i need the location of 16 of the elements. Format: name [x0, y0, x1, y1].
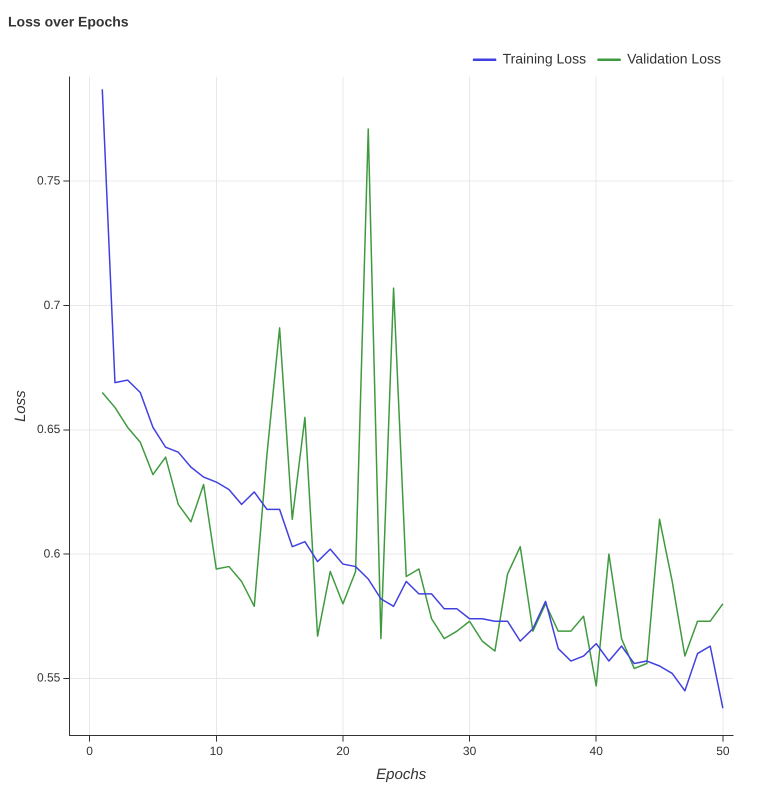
y-tick-label: 0.7	[44, 298, 61, 312]
x-tick-label: 20	[336, 744, 350, 758]
x-tick-label: 0	[86, 744, 94, 758]
x-tick-label: 50	[716, 744, 730, 758]
legend-label: Validation Loss	[627, 50, 722, 67]
x-tick-label: 30	[462, 744, 477, 758]
y-tick-label: 0.6	[44, 546, 61, 560]
x-axis-title: Epochs	[376, 766, 427, 784]
y-tick-label: 0.75	[36, 174, 61, 188]
y-axis-title: Loss	[12, 390, 30, 422]
y-tick-label: 0.65	[36, 422, 61, 436]
y-tick-label: 0.55	[36, 670, 61, 685]
legend-label: Training Loss	[502, 50, 586, 67]
x-tick-label: 10	[210, 744, 224, 758]
chart-title: Loss over Epochs	[8, 13, 129, 30]
x-tick-label: 40	[590, 744, 604, 758]
